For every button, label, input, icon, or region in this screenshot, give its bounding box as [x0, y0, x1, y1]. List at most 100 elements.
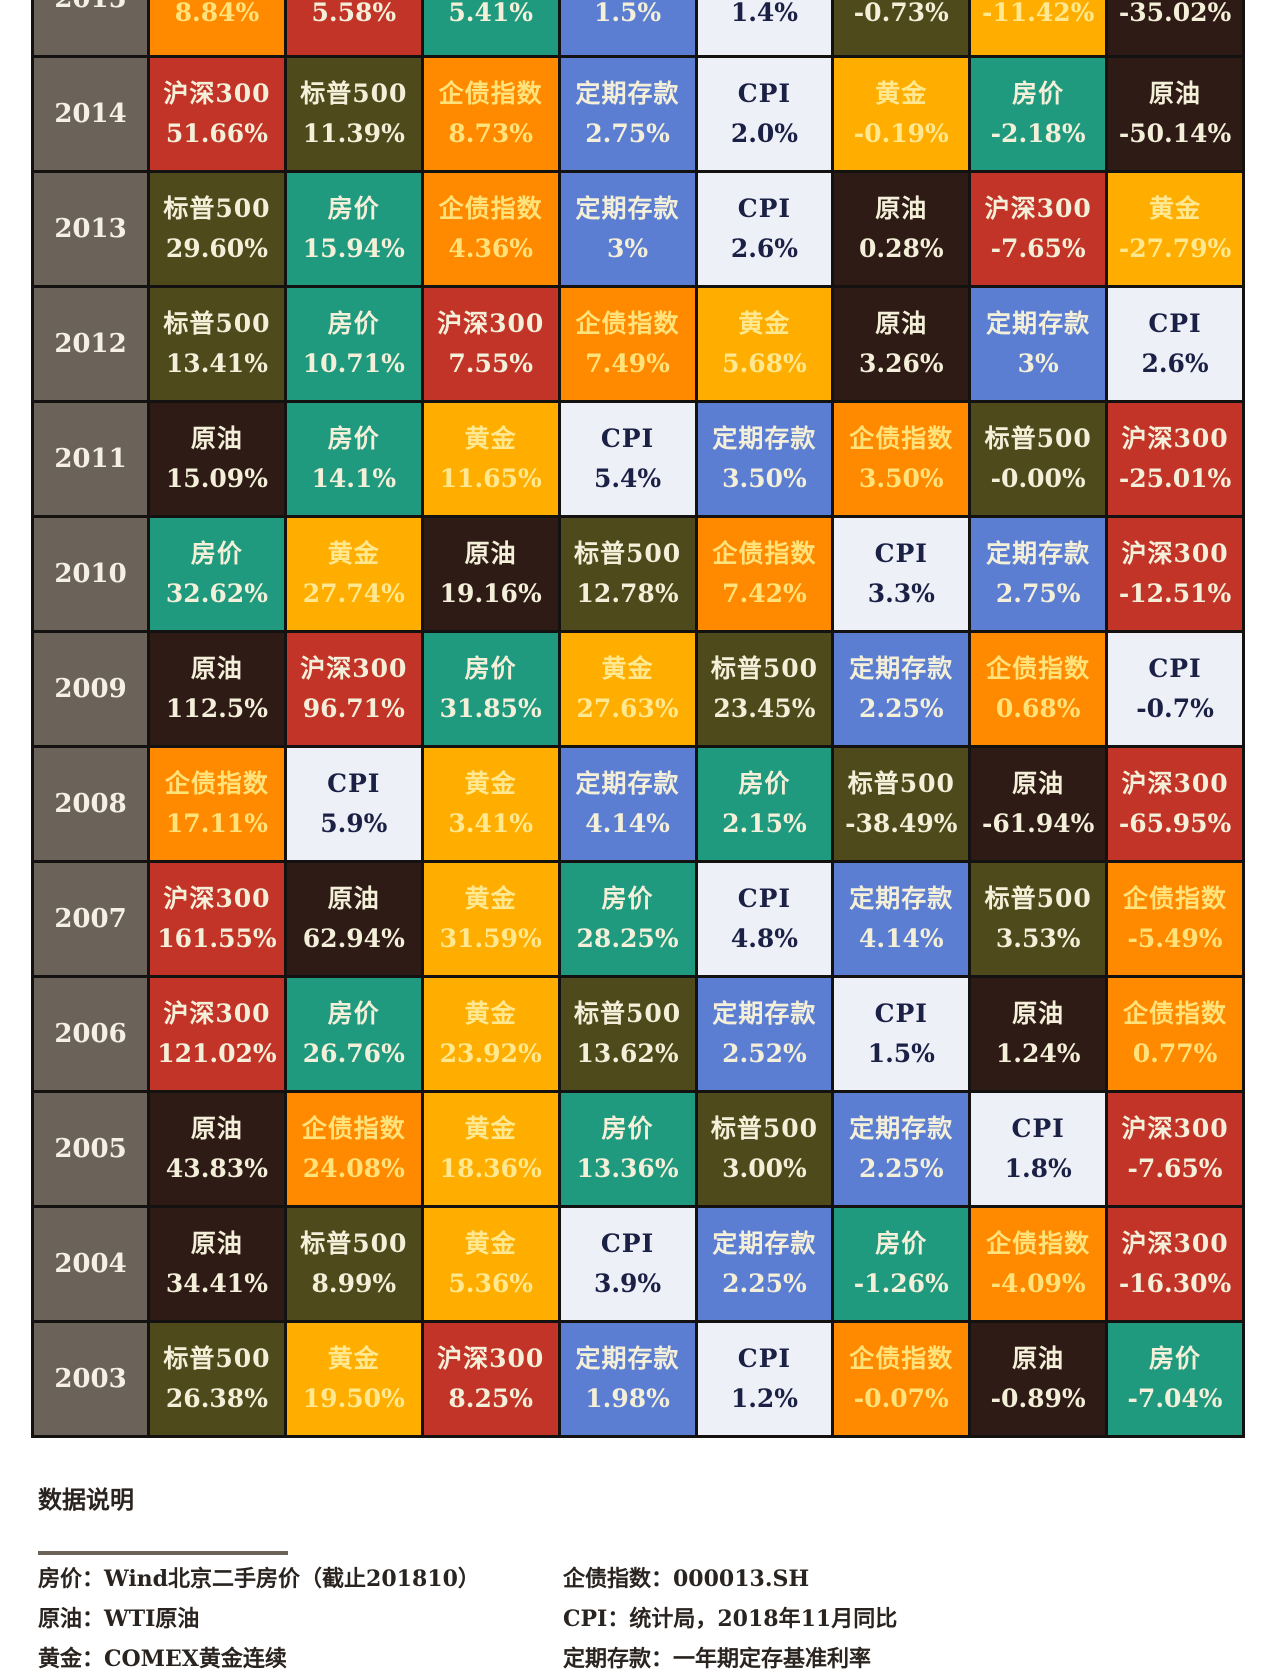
asset-name: 企债指数: [575, 309, 680, 338]
asset-name: 企债指数: [986, 654, 1091, 683]
asset-name: 企债指数: [849, 1344, 954, 1373]
return-value: 4.8%: [730, 924, 799, 953]
asset-name: 沪深300: [1121, 1114, 1229, 1143]
asset-cell: 黄金 5.68%: [697, 288, 832, 400]
return-value: -0.89%: [990, 1384, 1086, 1413]
asset-name: CPI: [1011, 1114, 1065, 1143]
return-value: 34.41%: [165, 1269, 268, 1298]
asset-cell: 房价 31.85%: [423, 633, 558, 745]
asset-cell: 定期存款 2.75%: [560, 58, 695, 170]
return-value: -7.65%: [990, 234, 1086, 263]
asset-cell: 沪深300 -7.65%: [971, 173, 1106, 285]
asset-cell: 房价 14.1%: [286, 403, 421, 515]
asset-cell: 企债指数 -5.49%: [1108, 863, 1242, 975]
return-value: -0.73%: [853, 0, 949, 27]
asset-name: 定期存款: [575, 769, 680, 798]
asset-cell: 房价 10.71%: [286, 288, 421, 400]
asset-cell: 原油 -0.89%: [971, 1323, 1106, 1435]
asset-cell: 原油 -61.94%: [971, 748, 1106, 860]
asset-name: 原油: [875, 309, 928, 338]
asset-name: 沪深300: [1121, 1229, 1229, 1258]
asset-cell: 房价 13.36%: [560, 1093, 695, 1205]
asset-name: 企债指数: [301, 1114, 406, 1143]
asset-name: CPI: [737, 1344, 792, 1373]
asset-cell: 企债指数 0.68%: [971, 633, 1106, 745]
table-row-2009: 2009 原油 112.5% 沪深300 96.71% 房价 31.85% 黄金 27.63% 标…: [34, 633, 1242, 745]
asset-name: 定期存款: [575, 1344, 680, 1373]
return-value: -16.30%: [1118, 1269, 1232, 1298]
asset-cell: 房价 -7.04%: [1108, 1323, 1242, 1435]
asset-name: 标普500: [163, 309, 271, 338]
return-value: 2.6%: [730, 234, 799, 263]
return-value: 2.75%: [995, 579, 1081, 608]
asset-name: 房价: [327, 999, 380, 1028]
year-label: 2003: [34, 1323, 147, 1435]
asset-name: 原油: [190, 1114, 243, 1143]
asset-cell: 企债指数 4.36%: [423, 173, 558, 285]
asset-name: 标普500: [710, 1114, 819, 1143]
asset-cell: 标普500 8.99%: [286, 1208, 421, 1320]
asset-name: 沪深300: [437, 1344, 545, 1373]
asset-name: CPI: [874, 539, 928, 568]
year-label: 2013: [34, 173, 147, 285]
return-value: 31.85%: [439, 694, 542, 723]
year-label: 2004: [34, 1208, 147, 1320]
asset-cell: 5.41%: [423, 0, 558, 55]
asset-cell: 1.5%: [560, 0, 695, 55]
return-value: -7.04%: [1127, 1384, 1223, 1413]
return-value: -11.42%: [981, 0, 1095, 27]
asset-cell: 房价 2.15%: [697, 748, 832, 860]
return-value: 27.74%: [302, 579, 405, 608]
asset-cell: 定期存款 2.52%: [697, 978, 832, 1090]
return-value: 15.94%: [302, 234, 405, 263]
asset-name: 原油: [1012, 1344, 1065, 1373]
return-value: -50.14%: [1118, 119, 1232, 148]
year-label: 2009: [34, 633, 147, 745]
table-row-2012: 2012 标普500 13.41% 房价 10.71% 沪深300 7.55% 企债指数 7.4…: [34, 288, 1242, 400]
asset-name: CPI: [1148, 309, 1202, 338]
return-value: 7.42%: [722, 579, 807, 608]
asset-cell: 定期存款 2.25%: [697, 1208, 832, 1320]
asset-name: 标普500: [710, 654, 819, 683]
return-value: 2.15%: [722, 809, 807, 838]
asset-cell: 企债指数 24.08%: [286, 1093, 421, 1205]
asset-cell: 企债指数 17.11%: [150, 748, 284, 860]
asset-name: 沪深300: [163, 999, 271, 1028]
return-value: 28.25%: [576, 924, 679, 953]
return-value: 13.36%: [576, 1154, 679, 1183]
asset-name: 原油: [464, 539, 517, 568]
asset-cell: 标普500 13.41%: [150, 288, 284, 400]
asset-name: 原油: [875, 194, 928, 223]
asset-cell: 企债指数 3.50%: [834, 403, 969, 515]
asset-name: 沪深300: [1121, 539, 1229, 568]
asset-cell: 黄金 5.36%: [423, 1208, 558, 1320]
asset-name: 黄金: [464, 1114, 517, 1143]
asset-cell: 标普500 29.60%: [150, 173, 284, 285]
return-value: 43.83%: [165, 1154, 268, 1183]
asset-cell: 企债指数 -4.09%: [971, 1208, 1106, 1320]
note-item: 原油：WTI原油: [38, 1606, 200, 1632]
asset-cell: 定期存款 2.25%: [834, 633, 969, 745]
asset-name: 定期存款: [575, 79, 680, 108]
asset-name: 沪深300: [437, 309, 545, 338]
asset-name: 房价: [601, 1114, 654, 1143]
asset-name: 沪深300: [163, 79, 271, 108]
asset-cell: -35.02%: [1108, 0, 1242, 55]
table-row-2013: 2013 标普500 29.60% 房价 15.94% 企债指数 4.36% 定期存款 3% CP…: [34, 173, 1242, 285]
return-value: 2.0%: [730, 119, 799, 148]
asset-name: 沪深300: [1121, 769, 1229, 798]
return-value: -38.49%: [845, 809, 958, 838]
asset-cell: 1.4%: [697, 0, 832, 55]
asset-name: 企债指数: [849, 424, 954, 453]
return-value: 3.00%: [722, 1154, 807, 1183]
asset-cell: 沪深300 51.66%: [150, 58, 284, 170]
return-value: -61.94%: [981, 809, 1095, 838]
asset-name: CPI: [874, 999, 928, 1028]
return-value: 5.58%: [311, 0, 397, 27]
asset-cell: CPI 2.6%: [697, 173, 832, 285]
return-value: 13.41%: [165, 349, 268, 378]
asset-cell: CPI 1.8%: [971, 1093, 1106, 1205]
asset-cell: CPI 3.9%: [560, 1208, 695, 1320]
asset-name: 沪深300: [1121, 424, 1229, 453]
return-value: -7.65%: [1127, 1154, 1223, 1183]
